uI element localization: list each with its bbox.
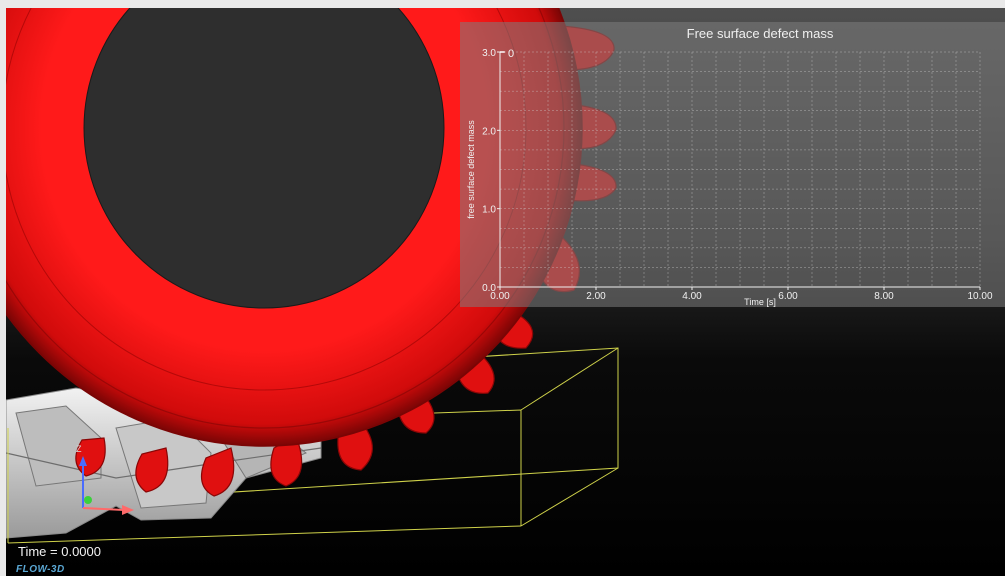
x-tick-label: 0.00 <box>490 291 510 302</box>
y-tick-label: 3.0 <box>482 48 496 59</box>
time-readout: Time = 0.0000 <box>18 544 101 559</box>
y-axis-label: free surface defect mass <box>466 120 476 219</box>
series-value-label: 0 <box>508 48 514 60</box>
y-tick-label: 1.0 <box>482 205 496 216</box>
flow3d-logo: FLOW-3D <box>16 564 65 575</box>
3d-viewport[interactable]: Z Free surface defect mass 0.00 2.00 4.00 6.… <box>6 8 1005 576</box>
probe-plot-panel[interactable]: Free surface defect mass 0.00 2.00 4.00 6.00… <box>460 22 1005 307</box>
x-tick-label: 2.00 <box>586 291 606 302</box>
x-tick-label: 10.00 <box>967 291 992 302</box>
y-tick-label: 2.0 <box>482 126 496 137</box>
chart-title: Free surface defect mass <box>687 26 834 41</box>
x-tick-label: 6.00 <box>778 291 798 302</box>
axis-triad[interactable]: Z <box>76 444 134 515</box>
x-axis-label: Time [s] <box>744 297 776 307</box>
triad-z-label: Z <box>76 444 82 454</box>
x-tick-label: 4.00 <box>682 291 702 302</box>
x-tick-label: 8.00 <box>874 291 894 302</box>
y-tick-label: 0.0 <box>482 283 496 294</box>
